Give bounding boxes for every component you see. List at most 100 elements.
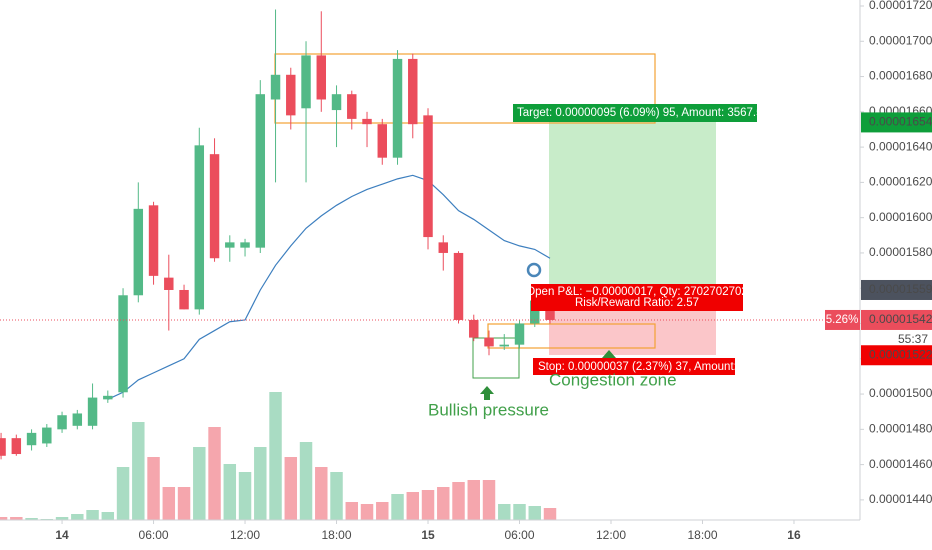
candle-body	[499, 344, 509, 347]
volume-bar	[467, 480, 480, 520]
volume-bar	[498, 504, 511, 520]
candle-body	[347, 94, 357, 119]
candle-body	[240, 242, 250, 248]
candle-body	[133, 208, 144, 296]
candle-body	[484, 337, 494, 347]
candle-body	[286, 74, 296, 116]
stop-text: Stop: 0.00000037 (2.37%) 37, Amount: 0	[538, 361, 746, 373]
candle-body	[0, 438, 6, 456]
volume-bar	[284, 457, 298, 520]
pnl-text: Open P&L: −0.00000017, Qty: 2702702702	[526, 286, 748, 298]
candle-body	[118, 295, 128, 393]
moving-average	[107, 174, 551, 400]
stop-tag	[533, 358, 735, 375]
target-tag	[513, 104, 757, 122]
price-tag-text: 0.00001559	[869, 282, 932, 296]
candle-body	[148, 205, 159, 276]
y-tick-label: 0.00001620	[869, 175, 932, 189]
x-tick-label: 15	[421, 528, 435, 542]
volume-bar	[437, 487, 450, 520]
candle-body	[255, 94, 266, 248]
target-zone	[549, 120, 716, 290]
candle-body	[209, 154, 220, 259]
y-tick-label: 0.00001600	[869, 210, 932, 224]
volume-bar	[208, 427, 221, 520]
congestion-box	[487, 323, 656, 349]
overlay: Target: 0.00000095 (6.09%) 95, Amount: 3…	[0, 104, 860, 419]
candle-body	[408, 58, 418, 125]
volume-bar	[421, 490, 435, 520]
volume-bar	[132, 422, 145, 520]
y-tick-label: 0.00001580	[869, 245, 932, 259]
candle-body	[87, 397, 98, 426]
volume-bar	[360, 504, 374, 520]
candles	[0, 9, 555, 460]
rr-text: Risk/Reward Ratio: 2.57	[575, 297, 699, 309]
x-tick-label: 18:00	[687, 528, 717, 542]
volume-bar	[86, 510, 99, 520]
volume-bar	[452, 482, 465, 520]
volume-bar	[528, 506, 541, 520]
bullish-box	[472, 337, 520, 379]
price-tag	[861, 309, 932, 330]
candle-body	[103, 395, 113, 400]
price-tag-text: 0.00001654	[869, 115, 932, 129]
candle-body	[392, 58, 403, 158]
candle-body	[72, 413, 83, 426]
price-tag-text: 0.00001542	[869, 312, 932, 326]
candle-body	[270, 74, 281, 100]
y-tick-label: 0.00001480	[869, 422, 932, 436]
y-tick-label: 0.00001720	[869, 0, 932, 12]
volume-bar	[193, 447, 206, 520]
volume-bar	[330, 472, 343, 520]
volume-bar	[254, 447, 267, 520]
price-tag	[861, 345, 932, 366]
volume-bar	[25, 518, 38, 520]
candle-body	[453, 252, 464, 320]
x-tick-label: 14	[55, 528, 69, 542]
candle-body	[438, 242, 448, 253]
y-tick-label: 0.00001460	[869, 457, 932, 471]
x-tick-label: 12:00	[230, 528, 260, 542]
candle-body	[469, 319, 479, 338]
volume-bar	[299, 442, 313, 520]
price-tag-text: 0.00001522	[869, 347, 932, 361]
y-tick-label: 0.00001700	[869, 33, 932, 47]
change-text: 5.26%	[826, 314, 859, 326]
volume-bar	[406, 492, 419, 520]
volume-bar	[10, 517, 23, 520]
volume-bar	[482, 480, 496, 520]
up-arrow	[480, 386, 494, 400]
volume-bar	[513, 504, 526, 520]
y-tick-label: 0.00001640	[869, 139, 932, 153]
volume-bar	[543, 508, 557, 520]
volume-bar	[345, 502, 359, 520]
x-tick-label: 18:00	[322, 528, 352, 542]
x-tick-label: 06:00	[139, 528, 169, 542]
x-tick-label: 12:00	[596, 528, 626, 542]
candle-body	[301, 55, 311, 109]
candle-body	[164, 277, 174, 290]
candle-body	[362, 118, 372, 125]
volume-bar	[55, 517, 69, 520]
congestion-label: Congestion zone	[549, 370, 677, 389]
volume-bar	[391, 494, 404, 520]
volume-bar	[315, 467, 328, 520]
pnl-tag	[531, 284, 743, 311]
countdown: 55:37	[898, 332, 928, 346]
volume-bar	[101, 512, 115, 520]
volume-bar	[177, 487, 191, 520]
volume-bar	[269, 392, 282, 520]
volume-bar	[238, 472, 252, 520]
y-tick-label: 0.00001500	[869, 386, 932, 400]
candle-body	[26, 432, 37, 446]
x-tick-label: 16	[787, 528, 801, 542]
change-tag	[825, 309, 860, 330]
volume-bar	[223, 464, 237, 520]
candle-body	[316, 55, 327, 100]
axes: 0.00001440 0.00001460 0.00001480 0.00001500…	[55, 0, 932, 542]
volume	[0, 392, 557, 520]
candle-body	[331, 94, 342, 111]
bullish-label: Bullish pressure	[428, 400, 549, 419]
